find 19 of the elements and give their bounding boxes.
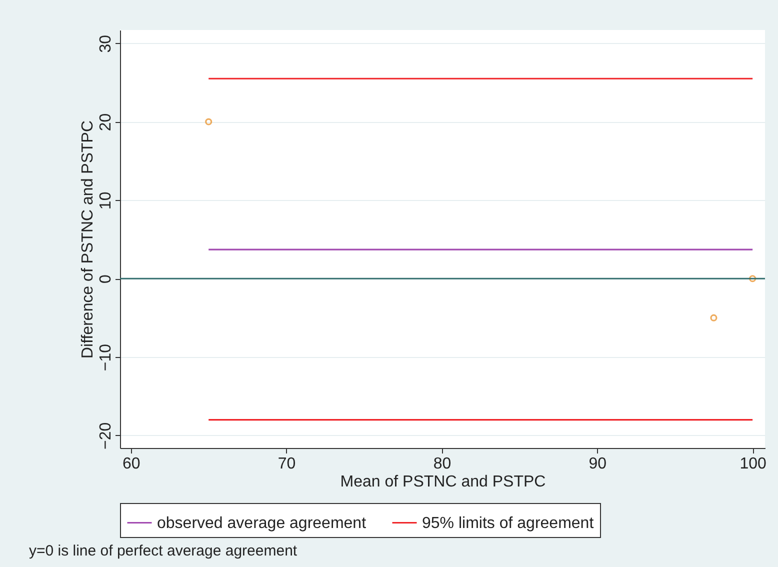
point	[710, 314, 718, 322]
y-tick-label: −20	[98, 422, 114, 450]
x-axis-title: Mean of PSTNC and PSTPC	[340, 474, 546, 490]
y-tick-label: 10	[98, 192, 114, 210]
y-tick-label: 0	[98, 274, 114, 284]
text: y=0 is line of perfect average agreement	[29, 542, 298, 560]
y-axis-title: Difference of PSTNC and PSTPC	[80, 120, 96, 359]
legend-label: observed average agreement	[157, 514, 367, 532]
point	[205, 118, 212, 126]
legend-label: 95% limits of agreement	[422, 514, 594, 532]
x-tick-label: 70	[278, 456, 296, 472]
y-tick-label: 30	[98, 34, 114, 53]
x-tick-label: 60	[122, 456, 140, 472]
x-tick-label: 80	[433, 456, 452, 472]
x-tick-label: 100	[740, 456, 767, 472]
y-tick-label: −10	[98, 344, 114, 372]
point	[749, 275, 756, 282]
y-tick-label: 20	[98, 113, 114, 132]
x-tick-label: 90	[588, 456, 607, 472]
